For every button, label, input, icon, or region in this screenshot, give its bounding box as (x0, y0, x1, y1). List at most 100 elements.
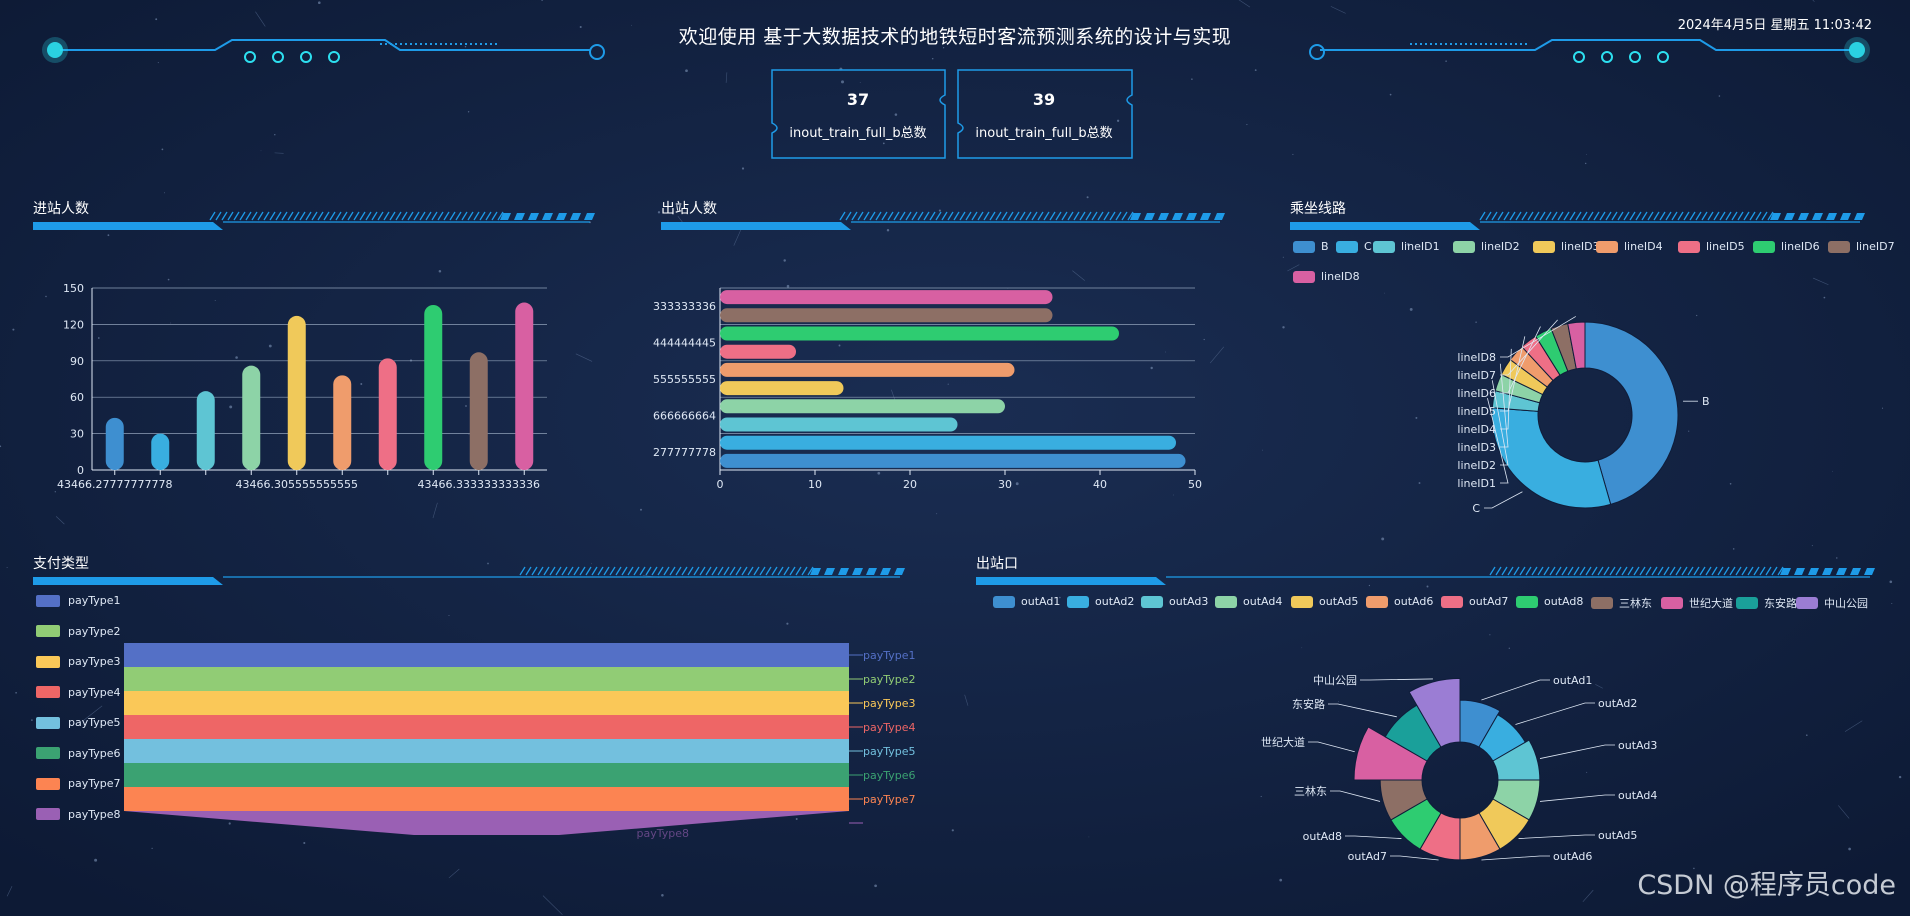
panel-bar-hatch (929, 211, 936, 221)
legend-item[interactable]: payType2 (36, 625, 121, 638)
star (1718, 95, 1721, 97)
star (303, 841, 306, 845)
donut-slice (1567, 321, 1586, 370)
legend-item[interactable]: payType7 (36, 777, 121, 790)
panel-bar-hatch (437, 211, 444, 221)
star (1693, 867, 1695, 870)
legend-swatch (1441, 595, 1463, 608)
panel-bar-hatch (1557, 211, 1564, 221)
panel-bar-hatch (1519, 566, 1526, 576)
legend-item[interactable]: outAd4 (1215, 595, 1282, 608)
legend-item[interactable]: lineID1 (1373, 240, 1440, 253)
legend-item[interactable]: lineID7 (1828, 240, 1895, 253)
legend-label: outAd2 (1095, 595, 1135, 608)
panel-bar-hatch (1605, 211, 1612, 221)
star (1489, 634, 1491, 636)
legend-swatch (1828, 240, 1850, 253)
legend-item[interactable]: 中山公园 (1796, 595, 1868, 611)
legend-item[interactable]: payType5 (36, 716, 121, 729)
legend-item[interactable]: 世纪大道 (1661, 595, 1733, 611)
legend-item[interactable]: payType1 (36, 594, 121, 607)
panel-bar-hatch (1651, 566, 1658, 576)
star (1191, 78, 1193, 80)
star (1088, 836, 1090, 838)
panel-bar-hatch (1765, 566, 1772, 576)
panel-bar-hatch (1629, 211, 1636, 221)
slice-label: 三林东 (1294, 784, 1327, 798)
panel-bar-hatch (1707, 211, 1714, 221)
legend-item[interactable]: payType4 (36, 686, 121, 699)
legend-swatch (1291, 595, 1313, 608)
panel-bar-hatch (1013, 211, 1020, 221)
star (1254, 69, 1257, 71)
legend-item[interactable]: outAd5 (1291, 595, 1358, 608)
panel-bar-hatch (413, 211, 420, 221)
panel-bar-hatch (1127, 211, 1134, 221)
star (661, 894, 664, 897)
panel-bar-hatch (1767, 211, 1774, 221)
panel-bar-hatch (1723, 566, 1730, 576)
panel-bar-hatch (1043, 211, 1050, 221)
panel-bar-block (1130, 213, 1141, 220)
x-tick-label: 10 (808, 478, 822, 491)
panel-title-exit: 出站人数 (661, 201, 717, 217)
legend-item[interactable]: outAd2 (1067, 595, 1134, 608)
legend-item[interactable]: lineID3 (1533, 240, 1600, 253)
legend-item[interactable]: outAd7 (1441, 595, 1508, 608)
star (947, 383, 949, 385)
legend-item[interactable]: 三林东 (1591, 595, 1652, 611)
legend-item[interactable]: outAd6 (1366, 595, 1433, 608)
panel-bar-hatch (1055, 211, 1062, 221)
panel-bar-block (838, 568, 849, 575)
legend-item[interactable]: payType6 (36, 747, 121, 760)
label-line (1484, 491, 1523, 509)
panel-bar (33, 577, 223, 585)
panel-bar-hatch (531, 566, 538, 576)
panel-bar-hatch (1555, 566, 1562, 576)
panel-bar-hatch (281, 211, 288, 221)
legend-label: lineID5 (1706, 240, 1745, 253)
star (786, 284, 790, 288)
slice-label: 中山公园 (1313, 674, 1357, 687)
legend-item[interactable]: lineID4 (1596, 240, 1663, 253)
panel-bar-hatch (1073, 211, 1080, 221)
panel-bar-hatch (1495, 566, 1502, 576)
label-line (1515, 702, 1595, 725)
legend-label: payType1 (68, 594, 121, 607)
panel-bar-hatch (1729, 566, 1736, 576)
legend-item[interactable]: payType8 (36, 808, 121, 821)
label-line (1539, 794, 1615, 802)
funnel-label: payType8 (637, 827, 690, 840)
star (1389, 93, 1392, 96)
legend-label: outAd7 (1469, 595, 1509, 608)
legend-item[interactable]: payType3 (36, 655, 121, 668)
legend-item[interactable]: lineID8 (1293, 270, 1360, 283)
star (1584, 162, 1587, 165)
star-line (1238, 0, 1251, 8)
panel-bar-hatch (839, 211, 846, 221)
legend-item[interactable]: lineID2 (1453, 240, 1520, 253)
rose-slice (1459, 699, 1501, 748)
star (1823, 296, 1826, 299)
star (1406, 242, 1410, 246)
legend-item[interactable]: outAd3 (1141, 595, 1208, 608)
panel-bar-hatch (1687, 566, 1694, 576)
legend-item[interactable]: lineID5 (1678, 240, 1745, 253)
star-line (448, 868, 460, 879)
legend-item[interactable]: B (1293, 240, 1329, 253)
legend-item[interactable]: C (1336, 240, 1372, 253)
funnel-label: payType2 (863, 673, 916, 686)
panel-bar-hatch (1611, 211, 1618, 221)
legend-item[interactable]: lineID6 (1753, 240, 1820, 253)
legend-label: outAd6 (1394, 595, 1434, 608)
stat-label: inout_train_full_b总数 (975, 126, 1113, 141)
legend-item[interactable]: outAd1 (993, 595, 1060, 608)
panel-bar-hatch (1581, 211, 1588, 221)
star (631, 24, 632, 26)
panel-bar-hatch (687, 566, 694, 576)
star (1246, 124, 1248, 126)
panel-bar-hatch (359, 211, 366, 221)
legend-item[interactable]: outAd8 (1516, 595, 1583, 608)
panel-bar-hatch (1001, 211, 1008, 221)
legend-item[interactable]: 东安路 (1736, 595, 1797, 611)
